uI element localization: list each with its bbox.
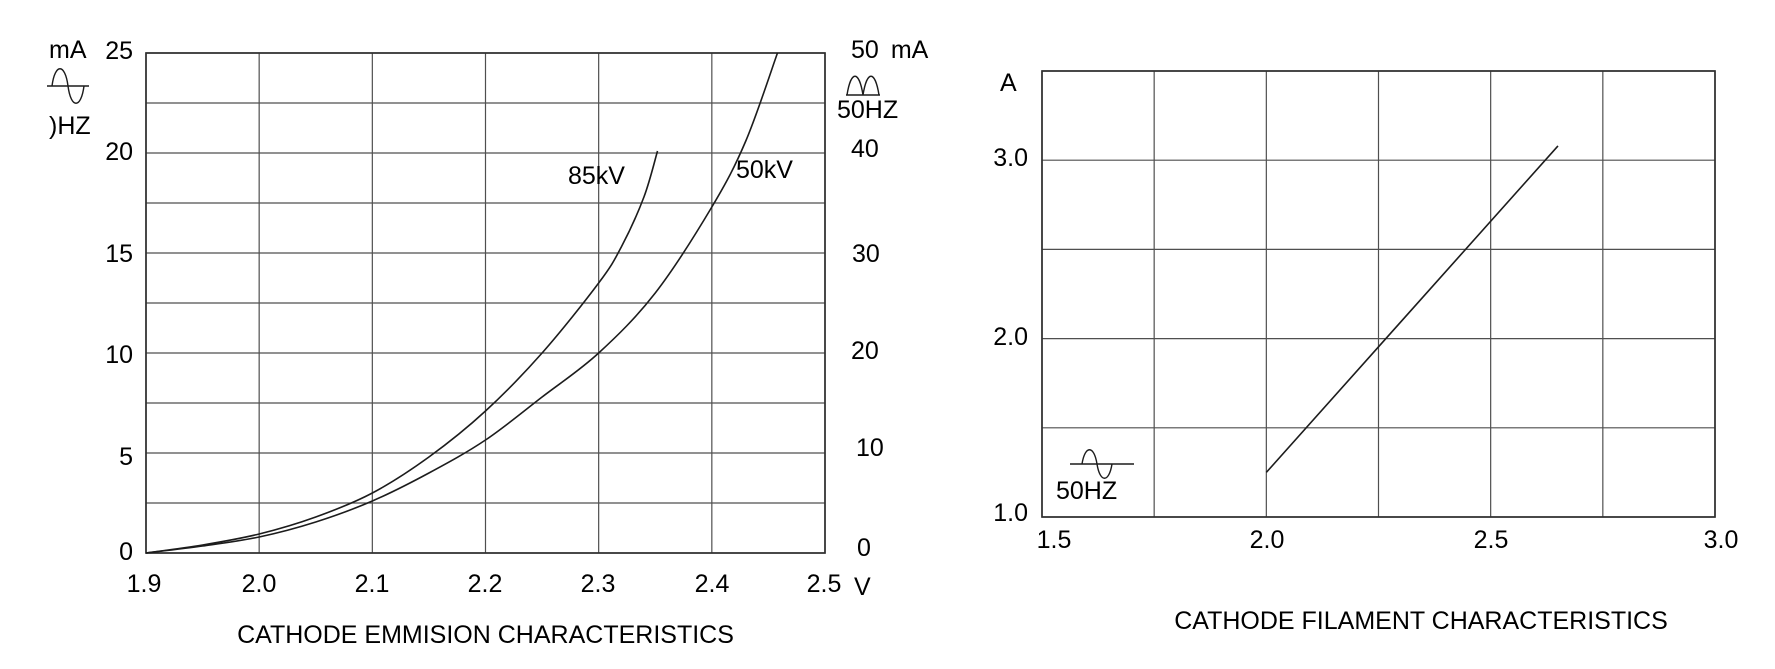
emission-x-tick-2-2: 2.2 <box>467 570 503 598</box>
filament-y-tick-3-0: 3.0 <box>993 144 1028 172</box>
series-85kV <box>145 150 659 554</box>
emission-right-axis-top: 50 mA <box>851 38 928 63</box>
emission-left-tick-20: 20 <box>105 138 133 166</box>
emission-right-tick-10: 10 <box>856 434 884 462</box>
emission-x-tick-2-0: 2.0 <box>241 570 277 598</box>
series-filament-current <box>1265 145 1559 473</box>
sine-wave-icon <box>45 60 91 112</box>
emission-x-tick-2-4: 2.4 <box>694 570 730 598</box>
emission-left-tick-25: 25 <box>105 37 133 65</box>
emission-left-tick-5: 5 <box>119 443 133 471</box>
emission-left-freq-label: )HZ <box>49 112 91 140</box>
emission-right-freq-label: 50HZ <box>837 96 899 124</box>
filament-y-axis-unit: A <box>1000 69 1017 97</box>
filament-x-tick-3-0: 3.0 <box>1703 526 1739 554</box>
filament-chart-plot <box>1041 70 1716 518</box>
filament-freq-label: 50HZ <box>1056 477 1118 505</box>
emission-chart-plot <box>145 52 826 554</box>
filament-y-tick-2-0: 2.0 <box>993 323 1028 351</box>
emission-x-tick-2-1: 2.1 <box>354 570 390 598</box>
curve-label-85kv: 85kV <box>568 162 625 190</box>
emission-x-axis-unit: V <box>854 573 871 601</box>
emission-x-tick-2-5: 2.5 <box>806 570 842 598</box>
filament-y-tick-1-0: 1.0 <box>993 499 1028 527</box>
emission-left-tick-15: 15 <box>105 240 133 268</box>
sine-wave-icon <box>1068 442 1136 486</box>
emission-left-tick-10: 10 <box>105 341 133 369</box>
filament-x-tick-2-0: 2.0 <box>1249 526 1285 554</box>
emission-left-axis-unit: mA <box>49 36 87 64</box>
emission-x-tick-1-9: 1.9 <box>126 570 162 598</box>
emission-right-tick-20: 20 <box>851 337 879 365</box>
curve-label-50kv: 50kV <box>736 156 793 184</box>
emission-right-tick-30: 30 <box>852 240 880 268</box>
filament-x-tick-2-5: 2.5 <box>1473 526 1509 554</box>
emission-chart-title: CATHODE EMMISION CHARACTERISTICS <box>237 621 734 649</box>
filament-chart-title: CATHODE FILAMENT CHARACTERISTICS <box>1174 607 1668 635</box>
emission-right-axis-unit: mA <box>890 36 929 64</box>
emission-right-tick-50: 50 <box>851 36 879 64</box>
emission-x-tick-2-3: 2.3 <box>580 570 616 598</box>
rectified-wave-icon <box>845 69 881 97</box>
emission-right-tick-0: 0 <box>857 534 871 562</box>
filament-x-tick-1-5: 1.5 <box>1036 526 1072 554</box>
emission-left-tick-0: 0 <box>119 538 133 566</box>
series-50kV <box>145 52 779 554</box>
emission-right-tick-40: 40 <box>851 135 879 163</box>
